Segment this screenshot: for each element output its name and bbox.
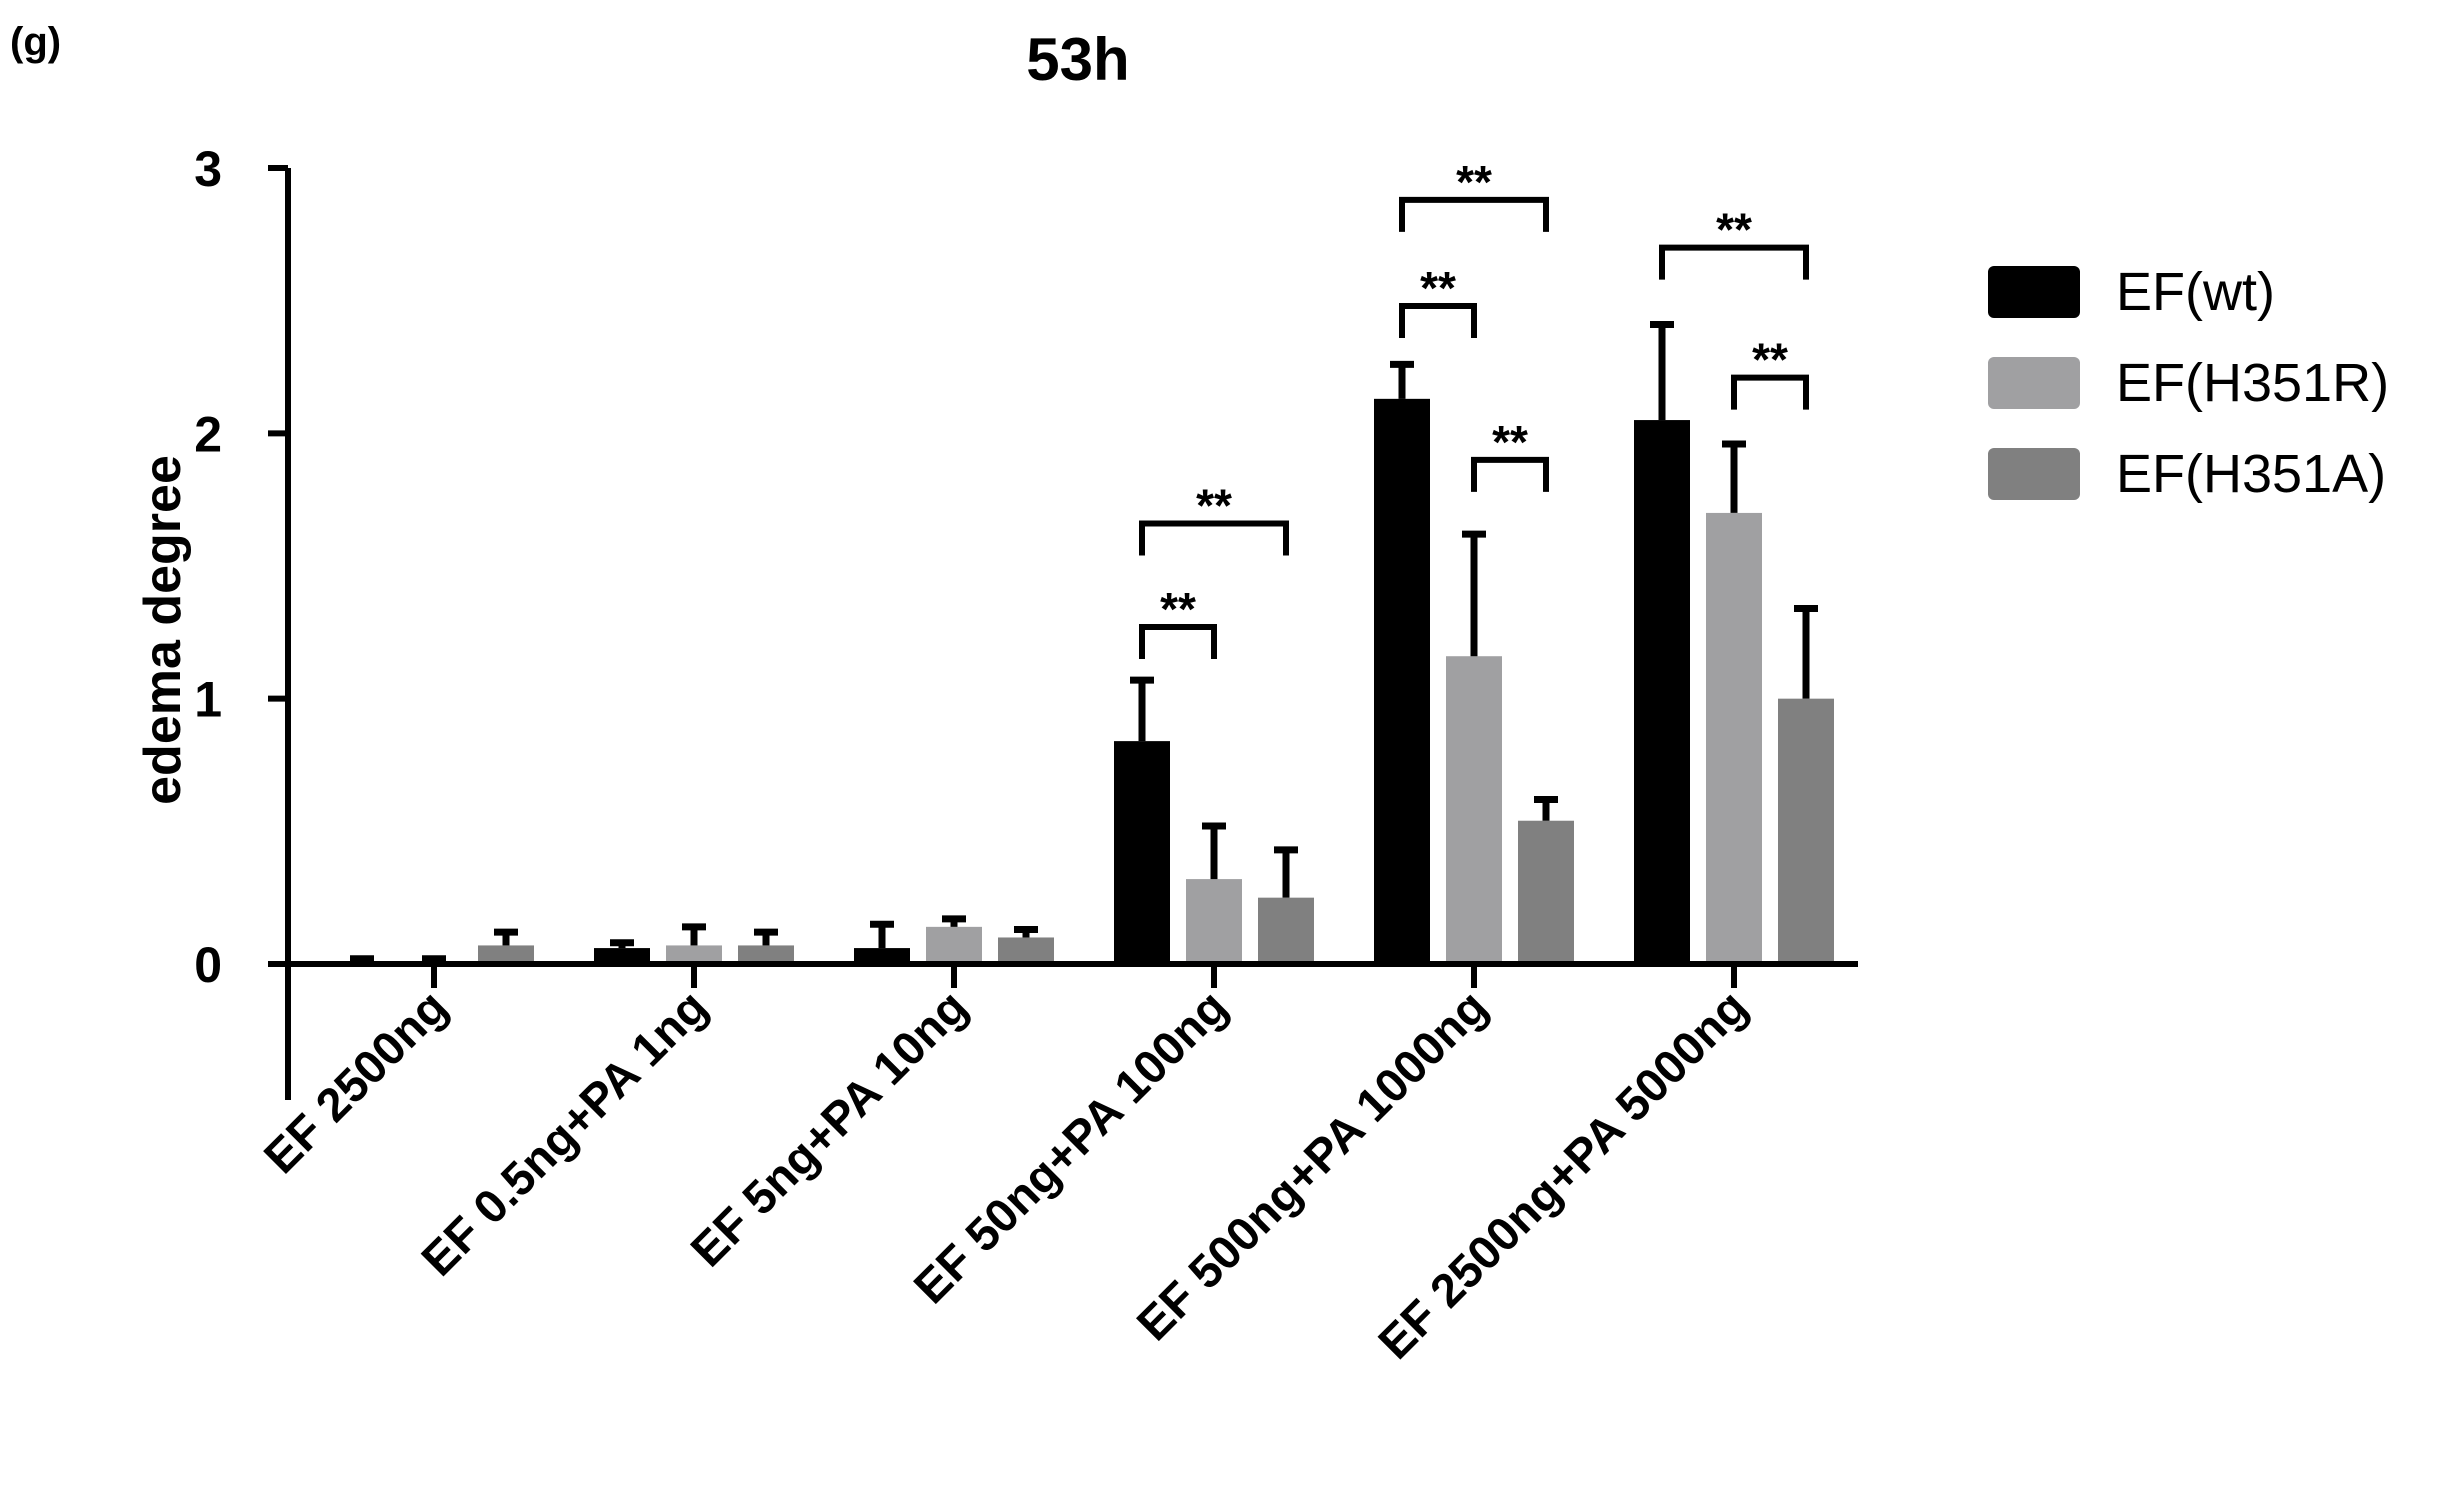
bar-2-1 <box>738 945 794 964</box>
bar-1-5 <box>1706 512 1762 964</box>
significance-layer: ************** <box>1139 156 1809 660</box>
y-axis-label: edema degree <box>134 455 192 805</box>
bar-2-2 <box>998 937 1054 964</box>
bar-2-3 <box>1258 897 1314 964</box>
significance-label-1: ** <box>1196 480 1232 532</box>
significance-label-3: ** <box>1456 156 1492 208</box>
bar-1-4 <box>1446 656 1502 964</box>
error-bars-layer <box>350 321 1818 967</box>
chart-title: 53h <box>1026 26 1129 93</box>
y-tick-label-3: 3 <box>194 141 222 197</box>
legend-label-1: EF(H351R) <box>2116 353 2389 413</box>
x-tick-label-0: EF 2500ng <box>253 980 457 1184</box>
bar-0-1 <box>594 948 650 964</box>
significance-label-5: ** <box>1716 204 1752 256</box>
bar-1-2 <box>926 926 982 964</box>
significance-bracket-2 <box>1399 302 1477 338</box>
significance-label-2: ** <box>1420 262 1456 314</box>
bar-0-5 <box>1634 420 1690 965</box>
bar-0-2 <box>854 948 910 964</box>
legend: EF(wt) EF(H351R) EF(H351A) <box>1988 262 2389 504</box>
bar-2-0 <box>478 945 534 964</box>
significance-bracket-5 <box>1659 244 1809 280</box>
bar-1-1 <box>666 945 722 964</box>
bar-0-4 <box>1374 398 1430 965</box>
y-ticks-layer: 0 1 2 3 <box>194 141 288 993</box>
bar-2-4 <box>1518 820 1574 964</box>
y-tick-label-0: 0 <box>194 937 222 993</box>
bar-0-3 <box>1114 741 1170 964</box>
panel-label: (g) <box>10 20 61 64</box>
significance-bracket-1 <box>1139 520 1289 556</box>
significance-label-6: ** <box>1752 334 1788 386</box>
bar-1-3 <box>1186 879 1242 964</box>
bar-2-5 <box>1778 698 1834 964</box>
legend-label-0: EF(wt) <box>2116 262 2275 322</box>
x-tick-label-2: EF 5ng+PA 10ng <box>680 980 977 1277</box>
bars-layer <box>334 398 1834 967</box>
significance-bracket-3 <box>1399 196 1549 232</box>
legend-swatch-2 <box>1988 448 2080 500</box>
significance-bracket-6 <box>1731 374 1809 410</box>
axes-layer <box>268 168 1858 1100</box>
significance-label-0: ** <box>1160 583 1196 635</box>
y-tick-label-1: 1 <box>194 672 222 728</box>
y-tick-label-2: 2 <box>194 406 222 462</box>
significance-label-4: ** <box>1492 416 1528 468</box>
legend-swatch-0 <box>1988 266 2080 318</box>
legend-label-2: EF(H351A) <box>2116 444 2386 504</box>
significance-bracket-0 <box>1139 624 1217 660</box>
x-tick-label-1: EF 0.5ng+PA 1ng <box>411 980 717 1286</box>
legend-swatch-1 <box>1988 357 2080 409</box>
significance-bracket-4 <box>1471 456 1549 492</box>
